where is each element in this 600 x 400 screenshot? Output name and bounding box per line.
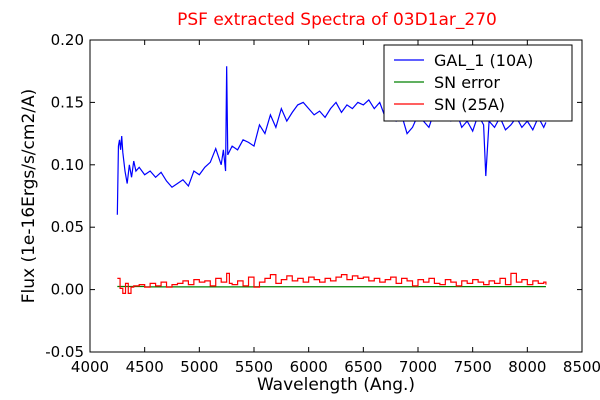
y-axis-label: Flux (1e-16Ergs/s/cm2/A): [19, 89, 39, 304]
x-axis: 4000 4500 5000 5500 6000 6500 7000 7500 8000 8500: [71, 40, 600, 376]
y-tick-label: 0.15: [51, 93, 84, 111]
series-line-gal-1-10a: [116, 66, 547, 215]
x-tick-label: 7500: [454, 358, 492, 376]
series-line-sn-25a: [117, 272, 547, 294]
x-tick-label: 5000: [180, 358, 218, 376]
y-tick-label: 0.05: [51, 218, 84, 236]
chart-title: PSF extracted Spectra of 03D1ar_270: [177, 10, 497, 30]
legend-label: SN error: [434, 73, 500, 92]
y-tick-label: 0.10: [51, 156, 84, 174]
x-tick-label: 7000: [399, 358, 437, 376]
x-tick-label: 8000: [508, 358, 546, 376]
x-tick-label: 6500: [344, 358, 382, 376]
series-layer: [116, 66, 547, 294]
x-axis-label: Wavelength (Ang.): [257, 375, 415, 395]
y-tick-label: 0.20: [51, 31, 84, 49]
plot-area: [116, 66, 547, 294]
y-tick-label: -0.05: [45, 343, 84, 361]
y-tick-label: 0.00: [51, 281, 84, 299]
legend-box: [383, 44, 573, 122]
x-tick-label: 4500: [126, 358, 164, 376]
plot-frame: [89, 39, 583, 353]
x-tick-label: 6000: [290, 358, 328, 376]
legend-label: GAL_1 (10A): [434, 51, 533, 71]
x-tick-label: 8500: [563, 358, 600, 376]
x-tick-label: 5500: [235, 358, 273, 376]
legend-label: SN (25A): [434, 95, 505, 114]
x-tick-label: 4000: [71, 358, 109, 376]
legend: GAL_1 (10A) SN error SN (25A): [383, 44, 573, 122]
y-axis: -0.05 0.00 0.05 0.10 0.15 0.20: [45, 31, 582, 361]
